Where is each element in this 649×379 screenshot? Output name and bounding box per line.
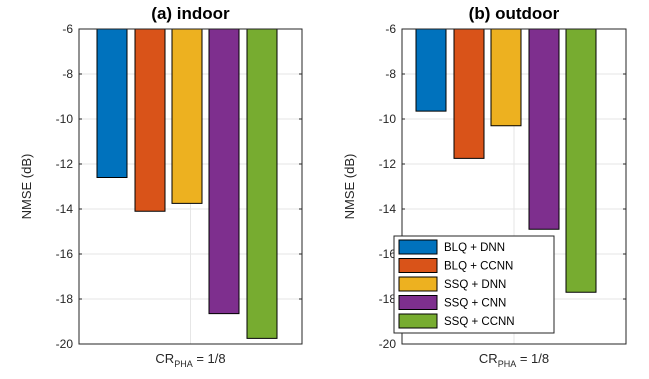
- legend-swatch: [398, 295, 438, 310]
- y-tick-label: -8: [385, 67, 396, 81]
- bar-ssq-dnn: [171, 28, 203, 204]
- chart-panel-1: -6 -8 -10 -12 -14 -16 -18 -20 (a) indoor NMSE (dB…: [19, 4, 303, 369]
- y-tick-label: -10: [379, 112, 397, 126]
- x-axis-label: CRPHA = 1/8: [155, 351, 225, 369]
- y-tick-label: -6: [62, 22, 73, 36]
- legend-swatch: [398, 258, 438, 273]
- bar-ssq-cnn: [208, 28, 240, 315]
- legend-entry-label: BLQ + DNN: [444, 242, 505, 254]
- y-tick-label: -12: [56, 157, 74, 171]
- y-tick-label: -10: [56, 112, 74, 126]
- legend-entry-label: SSQ + CCNN: [444, 316, 515, 328]
- y-tick-label: -20: [379, 337, 397, 351]
- y-tick-label: -16: [379, 247, 397, 261]
- legend-entry-label: BLQ + CCNN: [444, 261, 513, 273]
- y-tick-label: -18: [379, 292, 397, 306]
- y-tick-label: -20: [56, 337, 74, 351]
- legend-entry-label: SSQ + DNN: [444, 279, 506, 291]
- legend: BLQ + DNN BLQ + CCNN SSQ + DNN SSQ + CNN SSQ…: [393, 235, 555, 334]
- y-tick-label: -14: [379, 202, 397, 216]
- bar-ssq-cnn: [528, 28, 560, 230]
- y-tick-label: -12: [379, 157, 397, 171]
- y-tick-label: -14: [56, 202, 74, 216]
- y-tick-label: -18: [56, 292, 74, 306]
- legend-swatch: [398, 239, 438, 255]
- y-tick-label: -6: [385, 22, 396, 36]
- bar-ssq-ccnn: [565, 28, 597, 293]
- chart-title: (b) outdoor: [469, 4, 560, 23]
- y-axis-label: NMSE (dB): [342, 154, 357, 220]
- legend-entry-label: SSQ + CNN: [444, 298, 506, 310]
- bar-ssq-ccnn: [246, 28, 278, 339]
- bar-blq-dnn: [415, 28, 447, 112]
- bar-ssq-dnn: [490, 28, 522, 127]
- chart-title: (a) indoor: [151, 4, 230, 23]
- y-axis-label: NMSE (dB): [19, 154, 34, 220]
- y-tick-label: -16: [56, 247, 74, 261]
- bar-blq-ccnn: [134, 28, 166, 212]
- axes-box: [401, 28, 627, 345]
- bar-blq-dnn: [96, 28, 128, 178]
- legend-swatch: [398, 313, 438, 329]
- bar-blq-ccnn: [453, 28, 485, 159]
- axes-box: [78, 28, 303, 345]
- legend-swatch: [398, 276, 438, 292]
- y-tick-label: -8: [62, 67, 73, 81]
- x-axis-label: CRPHA = 1/8: [479, 351, 549, 369]
- chart-panel-2: -6 -8 -10 -12 -14 -16 -18 -20 (b) outdoor NMSE (d…: [342, 4, 627, 369]
